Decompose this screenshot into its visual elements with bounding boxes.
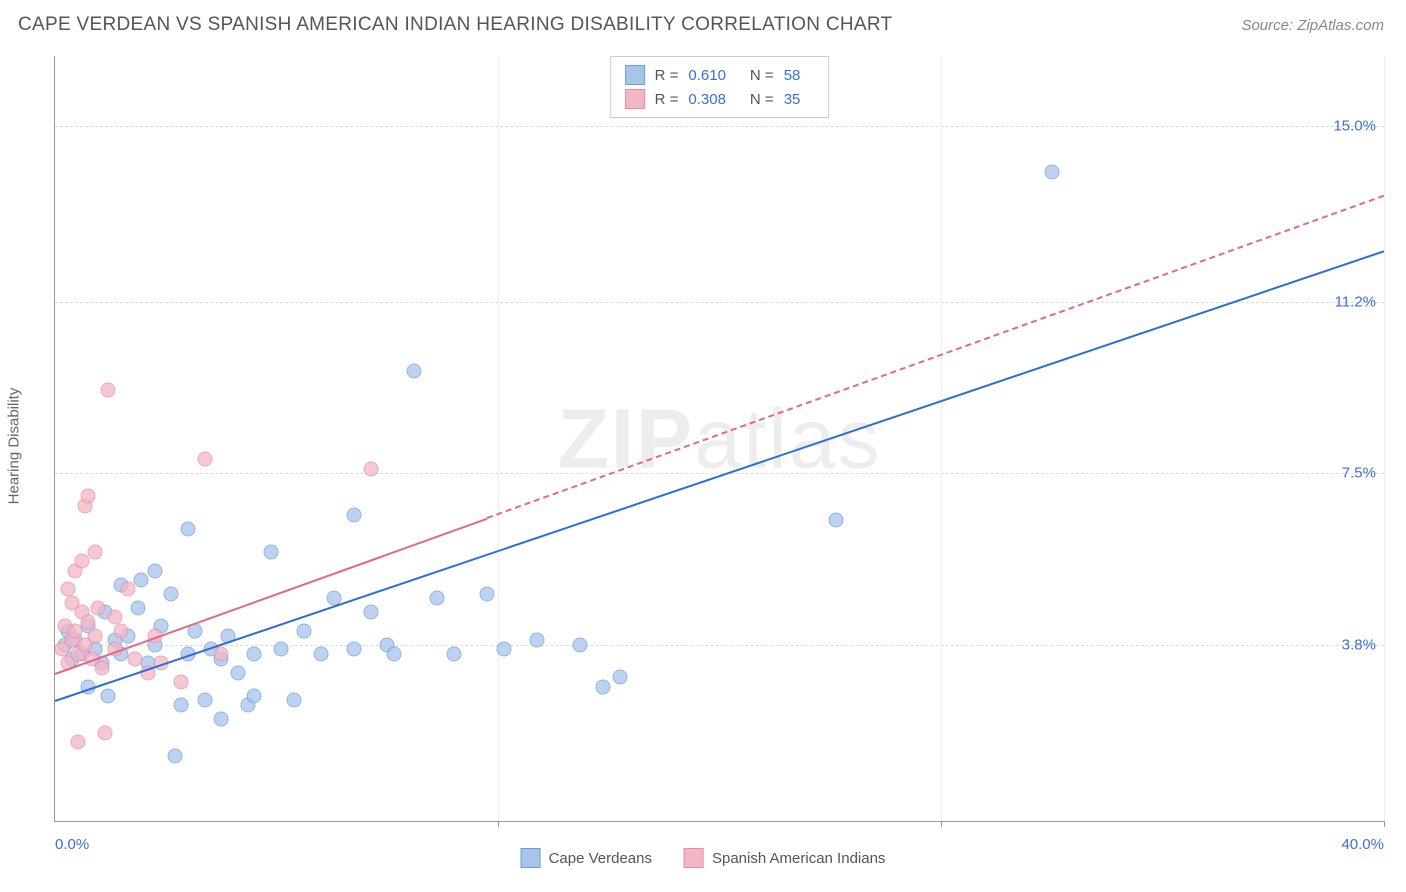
correlation-legend: R = 0.610 N = 58 R = 0.308 N = 35 [610, 56, 830, 118]
series-swatch-1 [684, 848, 704, 868]
data-point [180, 521, 195, 536]
data-point [230, 665, 245, 680]
data-point [446, 647, 461, 662]
data-point [147, 563, 162, 578]
data-point [87, 545, 102, 560]
trend-line [55, 517, 488, 674]
data-point [174, 674, 189, 689]
data-point [572, 637, 587, 652]
r-value-0: 0.610 [688, 67, 726, 84]
x-tick-mark [941, 821, 942, 827]
gridline-v [498, 56, 499, 821]
y-axis-label: Hearing Disability [6, 388, 23, 505]
data-point [496, 642, 511, 657]
data-point [287, 693, 302, 708]
series-swatch-1 [625, 89, 645, 109]
data-point [131, 600, 146, 615]
data-point [363, 461, 378, 476]
plot-region: ZIPatlas R = 0.610 N = 58 R = 0.308 N = … [54, 56, 1384, 822]
data-point [81, 489, 96, 504]
y-tick-label: 3.8% [1342, 636, 1376, 653]
gridline-h [55, 126, 1384, 127]
r-label: R = [655, 91, 679, 108]
x-tick-label: 40.0% [1341, 836, 1384, 853]
data-point [74, 554, 89, 569]
legend-item-1: Spanish American Indians [684, 848, 885, 868]
data-point [313, 647, 328, 662]
data-point [363, 605, 378, 620]
n-label: N = [750, 67, 774, 84]
data-point [347, 508, 362, 523]
data-point [273, 642, 288, 657]
trend-line [55, 251, 1385, 703]
legend-item-0: Cape Verdeans [521, 848, 652, 868]
series-legend: Cape Verdeans Spanish American Indians [521, 848, 886, 868]
data-point [214, 712, 229, 727]
series-name-1: Spanish American Indians [712, 850, 885, 867]
data-point [596, 679, 611, 694]
data-point [134, 572, 149, 587]
n-value-0: 58 [784, 67, 801, 84]
data-point [529, 633, 544, 648]
data-point [174, 698, 189, 713]
r-value-1: 0.308 [688, 91, 726, 108]
data-point [430, 591, 445, 606]
data-point [94, 661, 109, 676]
data-point [828, 512, 843, 527]
data-point [101, 688, 116, 703]
gridline-h [55, 302, 1384, 303]
x-tick-mark [1384, 821, 1385, 827]
data-point [81, 614, 96, 629]
data-point [247, 688, 262, 703]
data-point [127, 651, 142, 666]
data-point [71, 735, 86, 750]
legend-row: R = 0.308 N = 35 [625, 87, 815, 111]
y-tick-label: 7.5% [1342, 465, 1376, 482]
data-point [347, 642, 362, 657]
gridline-v [1384, 56, 1385, 821]
gridline-v [941, 56, 942, 821]
y-tick-label: 15.0% [1333, 117, 1376, 134]
data-point [1044, 164, 1059, 179]
data-point [479, 586, 494, 601]
data-point [197, 693, 212, 708]
data-point [406, 364, 421, 379]
data-point [612, 670, 627, 685]
data-point [214, 647, 229, 662]
data-point [101, 382, 116, 397]
data-point [67, 623, 82, 638]
series-swatch-0 [521, 848, 541, 868]
series-swatch-0 [625, 65, 645, 85]
data-point [386, 647, 401, 662]
source-attribution: Source: ZipAtlas.com [1241, 17, 1384, 34]
chart-area: ZIPatlas R = 0.610 N = 58 R = 0.308 N = … [54, 56, 1384, 822]
data-point [263, 545, 278, 560]
y-tick-label: 11.2% [1335, 293, 1376, 310]
data-point [164, 586, 179, 601]
data-point [97, 725, 112, 740]
x-tick-mark [498, 821, 499, 827]
legend-row: R = 0.610 N = 58 [625, 63, 815, 87]
data-point [114, 623, 129, 638]
data-point [197, 452, 212, 467]
data-point [167, 749, 182, 764]
data-point [121, 582, 136, 597]
r-label: R = [655, 67, 679, 84]
data-point [107, 610, 122, 625]
data-point [297, 623, 312, 638]
data-point [61, 582, 76, 597]
trend-line [487, 195, 1385, 519]
data-point [87, 628, 102, 643]
series-name-0: Cape Verdeans [549, 850, 652, 867]
data-point [247, 647, 262, 662]
x-tick-label: 0.0% [55, 836, 89, 853]
data-point [91, 600, 106, 615]
n-value-1: 35 [784, 91, 801, 108]
n-label: N = [750, 91, 774, 108]
chart-title: CAPE VERDEAN VS SPANISH AMERICAN INDIAN … [18, 14, 892, 36]
